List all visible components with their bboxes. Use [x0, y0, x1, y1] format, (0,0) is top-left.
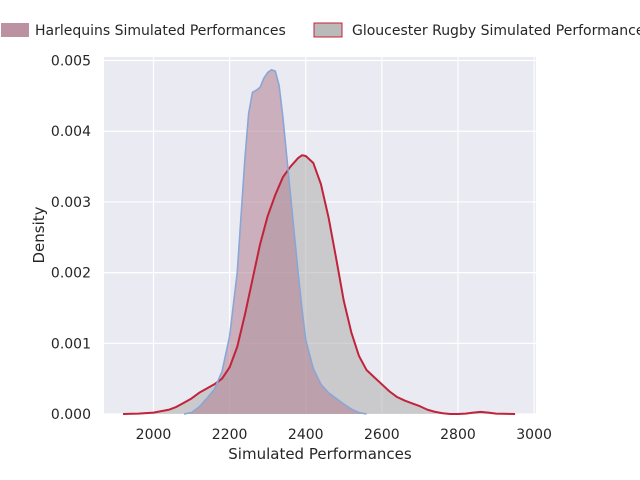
- y-tick-label-3: 0.003: [51, 195, 91, 211]
- series-1-line: [123, 154, 516, 415]
- series-0-line: [183, 68, 367, 415]
- x-tick-label-1: 2200: [212, 427, 248, 443]
- x-axis-label: Simulated Performances: [228, 445, 412, 463]
- legend: Harlequins Simulated Performances Glouces…: [1, 22, 640, 39]
- density-curves: [123, 68, 516, 415]
- x-axis-ticks: 2000 2200 2400 2600 2800 3000: [136, 427, 552, 443]
- legend-swatch-1: [313, 22, 343, 38]
- x-tick-label-0: 2000: [136, 427, 172, 443]
- y-tick-label-4: 0.004: [51, 124, 91, 140]
- y-tick-label-5: 0.005: [51, 54, 91, 70]
- series-0-area: [183, 69, 367, 414]
- x-tick-label-5: 3000: [516, 427, 552, 443]
- y-axis-ticks: 0.000 0.001 0.002 0.003 0.004 0.005: [51, 54, 91, 423]
- x-tick-label-4: 2800: [440, 427, 476, 443]
- y-tick-label-2: 0.002: [51, 266, 91, 282]
- y-tick-label-0: 0.000: [51, 407, 91, 423]
- series-1-area: [123, 155, 516, 414]
- y-tick-label-1: 0.001: [51, 336, 91, 352]
- x-tick-label-3: 2600: [364, 427, 400, 443]
- legend-label-1: Gloucester Rugby Simulated Performances: [352, 23, 640, 39]
- y-axis-label: Density: [30, 206, 48, 263]
- legend-label-0: Harlequins Simulated Performances: [35, 23, 286, 39]
- legend-swatch-0: [1, 23, 29, 37]
- x-tick-label-2: 2400: [288, 427, 324, 443]
